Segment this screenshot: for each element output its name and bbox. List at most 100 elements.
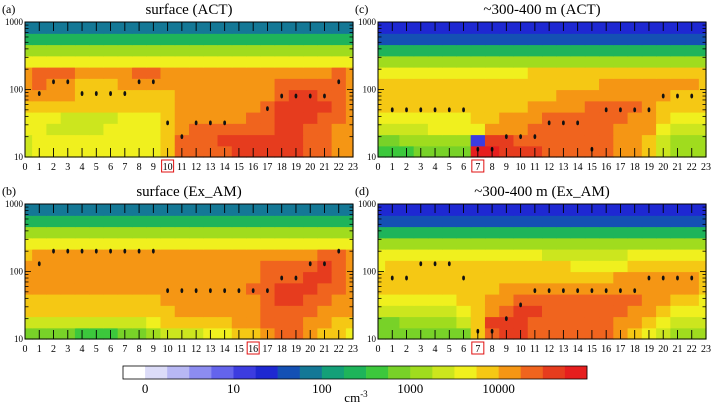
heatmap-cell <box>527 55 543 68</box>
heatmap-cell <box>656 237 671 250</box>
heatmap-cell <box>25 134 33 147</box>
x-tick-label: 1 <box>37 344 42 355</box>
heatmap-cell <box>385 282 400 295</box>
heatmap-cell <box>413 294 429 306</box>
heatmap-cell <box>413 78 429 91</box>
heatmap-cell <box>32 237 47 250</box>
marker-point <box>223 288 227 294</box>
heatmap-cell <box>670 215 686 228</box>
marker-point <box>123 91 127 96</box>
heatmap-cell <box>260 112 276 124</box>
heatmap-cell <box>131 294 147 306</box>
heatmap-cell <box>698 44 707 57</box>
panel-title: surface (Ex_AM) <box>136 184 241 200</box>
heatmap-cell <box>274 67 290 79</box>
heatmap-cell <box>231 123 247 136</box>
heatmap-cell <box>378 123 386 136</box>
heatmap-cell <box>160 226 176 239</box>
heatmap-cell <box>698 89 707 102</box>
heatmap-cell <box>131 215 147 228</box>
heatmap-cell <box>698 260 707 273</box>
heatmap-cell <box>89 55 105 68</box>
heatmap-cell <box>684 78 700 91</box>
heatmap-cell <box>556 123 572 136</box>
colorbar-tick-label: 100 <box>312 381 332 396</box>
heatmap-cell <box>103 226 119 239</box>
heatmap-cell <box>698 112 707 124</box>
heatmap-cell <box>698 78 707 91</box>
x-tick-label: 14 <box>573 344 583 355</box>
heatmap-cell <box>317 33 333 46</box>
heatmap-cell <box>103 44 119 57</box>
heatmap-cell <box>378 145 386 158</box>
heatmap-cell <box>656 78 671 91</box>
heatmap-cell <box>345 78 354 91</box>
heatmap-cell <box>527 89 543 102</box>
heatmap-cell <box>542 134 557 147</box>
heatmap-cell <box>203 305 219 318</box>
heatmap-cell <box>613 226 629 239</box>
marker-point <box>337 248 341 254</box>
heatmap-cell <box>274 134 290 147</box>
heatmap-cell <box>103 33 119 46</box>
heatmap-cell <box>74 294 90 306</box>
heatmap-cell <box>131 305 147 318</box>
x-tick-label: 8 <box>137 162 142 173</box>
heatmap-cell <box>570 260 586 273</box>
heatmap-cell <box>499 260 515 273</box>
heatmap-cell <box>627 271 643 284</box>
heatmap-cell <box>260 215 276 228</box>
marker-point <box>690 275 694 281</box>
heatmap-cell <box>89 237 105 250</box>
heatmap-cell <box>217 294 233 306</box>
heatmap-cell <box>46 215 62 228</box>
x-axis: 0 1 2 3 4 5 6 7 8 9 10 11 12 13 14 15 16 17 18 19 20 21 22 23 <box>23 22 358 173</box>
heatmap-cell <box>456 67 472 79</box>
heatmap-cell <box>246 305 261 318</box>
heatmap-cell <box>103 100 119 113</box>
heatmap-cell <box>613 271 629 284</box>
heatmap-cell <box>74 260 90 273</box>
heatmap-cell <box>484 55 500 68</box>
heatmap-cell <box>345 145 354 158</box>
heatmap-cell <box>399 55 415 68</box>
heatmap-cell <box>413 44 429 57</box>
heatmap-cell <box>513 78 529 91</box>
heatmap-cell <box>189 112 204 124</box>
heatmap-cell <box>46 44 62 57</box>
heatmap-cell <box>317 294 333 306</box>
heatmap-cell <box>131 249 147 261</box>
heatmap-cell <box>160 316 176 329</box>
heatmap-cell <box>25 123 33 136</box>
colorbar-cell <box>123 366 146 379</box>
heatmap-cell <box>217 78 233 91</box>
heatmap-cell <box>442 123 458 136</box>
heatmap-cell <box>670 112 686 124</box>
heatmap-cell <box>260 55 276 68</box>
heatmap-cell <box>32 226 47 239</box>
heatmap-cell <box>174 44 190 57</box>
heatmap-cell <box>584 294 600 306</box>
heatmap-cell <box>556 112 572 124</box>
heatmap-cell <box>556 316 572 329</box>
heatmap-cell <box>117 305 133 318</box>
x-tick-label: 2 <box>404 344 409 355</box>
marker-point <box>604 107 608 113</box>
heatmap-cell <box>174 305 190 318</box>
heatmap-cell <box>570 78 586 91</box>
heatmap-cell <box>470 134 486 147</box>
heatmap-cell <box>570 305 586 318</box>
x-tick-label: 22 <box>687 344 697 355</box>
heatmap-cell <box>103 134 119 147</box>
heatmap-cell <box>656 100 671 113</box>
heatmap-cell <box>698 67 707 79</box>
heatmap-cell <box>317 123 333 136</box>
heatmap-cell <box>427 100 443 113</box>
heatmap-cell <box>217 55 233 68</box>
heatmap-cell <box>599 123 614 136</box>
heatmap-cell <box>599 134 614 147</box>
heatmap-cell <box>246 55 261 68</box>
heatmap-cell <box>231 55 247 68</box>
heatmap-cell <box>599 271 614 284</box>
heatmap-cell <box>288 260 304 273</box>
